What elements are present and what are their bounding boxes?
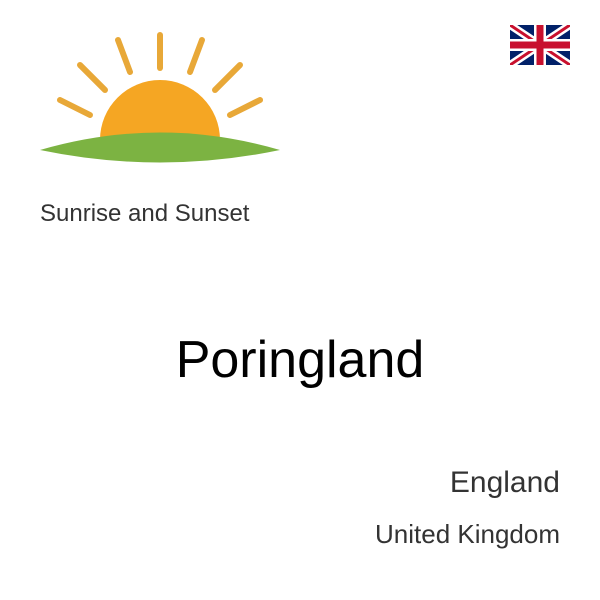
city-title: Poringland xyxy=(0,330,600,390)
union-jack xyxy=(510,25,570,65)
sun-icon xyxy=(30,20,280,200)
sunrise-logo xyxy=(30,20,280,200)
region-label: England xyxy=(450,466,560,500)
country-label: United Kingdom xyxy=(375,519,560,550)
uk-flag-icon xyxy=(510,25,570,65)
tagline-text: Sunrise and Sunset xyxy=(40,200,249,228)
